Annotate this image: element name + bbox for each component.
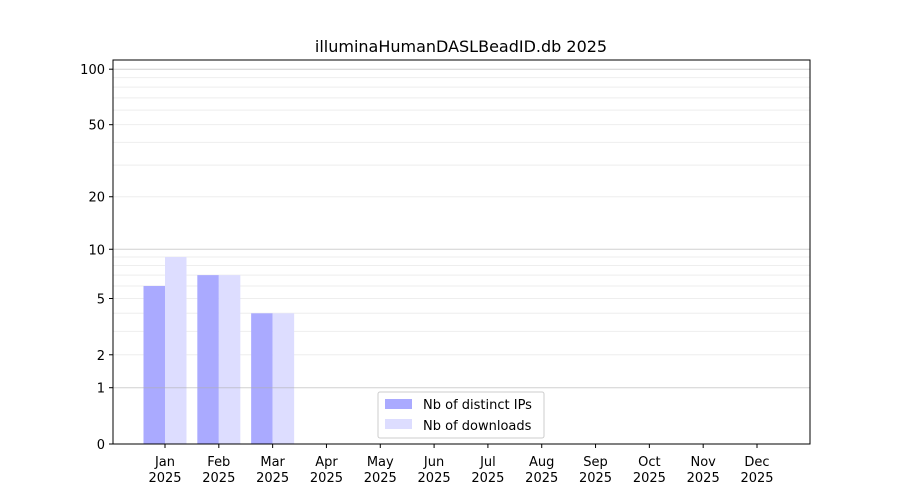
x-tick-label: 2025 — [364, 471, 397, 486]
x-tick-label: Jan — [154, 455, 175, 470]
x-tick-label: 2025 — [525, 471, 558, 486]
x-tick-label: 2025 — [740, 471, 773, 486]
y-tick-label: 5 — [97, 292, 105, 307]
legend-swatch-ips — [385, 399, 412, 409]
legend-swatch-downloads — [385, 419, 412, 429]
y-tick-label: 2 — [97, 349, 105, 364]
x-tick-label: Jul — [479, 455, 496, 470]
x-tick-label: 2025 — [202, 471, 235, 486]
legend-label-downloads: Nb of downloads — [423, 419, 532, 434]
x-tick-label: Jun — [423, 455, 444, 470]
x-tick-label: 2025 — [471, 471, 504, 486]
y-tick-label: 20 — [88, 191, 105, 206]
x-tick-label: 2025 — [418, 471, 451, 486]
x-tick-label: 2025 — [310, 471, 343, 486]
bar-downloads — [165, 257, 187, 444]
x-tick-label: Mar — [260, 455, 285, 470]
x-tick-label: Aug — [529, 455, 554, 470]
x-tick-label: 2025 — [579, 471, 612, 486]
y-axis: 0 1 2 5 10 20 50 100 — [80, 63, 113, 453]
x-tick-label: 2025 — [687, 471, 720, 486]
legend-box — [377, 391, 545, 439]
x-tick-label: 2025 — [148, 471, 181, 486]
x-tick-label: Apr — [315, 455, 338, 470]
plot-frame — [112, 59, 811, 445]
x-axis: Jan2025Feb2025Mar2025Apr2025May2025Jun20… — [148, 444, 774, 486]
x-tick-label: May — [367, 455, 394, 470]
bar-ips — [143, 285, 165, 444]
x-tick-label: 2025 — [256, 471, 289, 486]
y-tick-label: 1 — [97, 382, 105, 397]
legend-label-ips: Nb of distinct IPs — [423, 398, 532, 413]
x-tick-label: Feb — [207, 455, 230, 470]
bars — [113, 68, 810, 444]
bar-downloads — [272, 313, 295, 444]
y-tick-label: 0 — [97, 438, 105, 453]
x-tick-label: Oct — [638, 455, 660, 470]
x-tick-label: Dec — [744, 455, 769, 470]
chart-title: illuminaHumanDASLBeadID.db 2025 — [315, 37, 607, 56]
bar-downloads — [218, 275, 241, 444]
y-tick-label: 10 — [88, 243, 105, 258]
legend: Nb of distinct IPs Nb of downloads — [377, 391, 545, 439]
x-tick-label: Nov — [690, 455, 716, 470]
x-tick-label: 2025 — [633, 471, 666, 486]
y-tick-label: 100 — [80, 63, 105, 78]
bar-ips — [251, 313, 273, 444]
x-tick-label: Sep — [583, 455, 608, 470]
bar-ips — [197, 275, 219, 444]
y-tick-label: 50 — [88, 119, 105, 134]
